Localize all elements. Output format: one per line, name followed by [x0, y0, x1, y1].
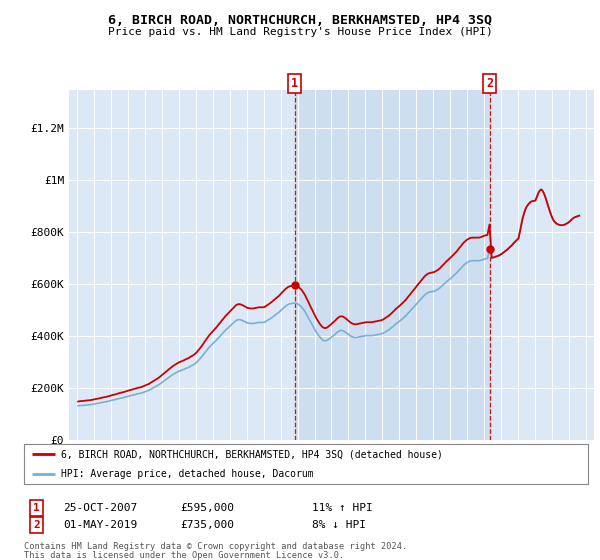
- Text: 25-OCT-2007: 25-OCT-2007: [63, 503, 137, 513]
- Text: £595,000: £595,000: [180, 503, 234, 513]
- Text: £735,000: £735,000: [180, 520, 234, 530]
- Text: 6, BIRCH ROAD, NORTHCHURCH, BERKHAMSTED, HP4 3SQ: 6, BIRCH ROAD, NORTHCHURCH, BERKHAMSTED,…: [108, 14, 492, 27]
- Text: 1: 1: [33, 503, 40, 513]
- Bar: [295, 90, 490, 440]
- Text: 1: 1: [291, 77, 298, 90]
- Text: 6, BIRCH ROAD, NORTHCHURCH, BERKHAMSTED, HP4 3SQ (detached house): 6, BIRCH ROAD, NORTHCHURCH, BERKHAMSTED,…: [61, 449, 443, 459]
- Text: 11% ↑ HPI: 11% ↑ HPI: [312, 503, 373, 513]
- Text: 8% ↓ HPI: 8% ↓ HPI: [312, 520, 366, 530]
- Text: This data is licensed under the Open Government Licence v3.0.: This data is licensed under the Open Gov…: [24, 551, 344, 560]
- Text: Price paid vs. HM Land Registry's House Price Index (HPI): Price paid vs. HM Land Registry's House …: [107, 27, 493, 37]
- Text: HPI: Average price, detached house, Dacorum: HPI: Average price, detached house, Daco…: [61, 469, 313, 479]
- Text: 01-MAY-2019: 01-MAY-2019: [63, 520, 137, 530]
- Text: 2: 2: [33, 520, 40, 530]
- Text: 2: 2: [486, 77, 493, 90]
- Text: Contains HM Land Registry data © Crown copyright and database right 2024.: Contains HM Land Registry data © Crown c…: [24, 542, 407, 550]
